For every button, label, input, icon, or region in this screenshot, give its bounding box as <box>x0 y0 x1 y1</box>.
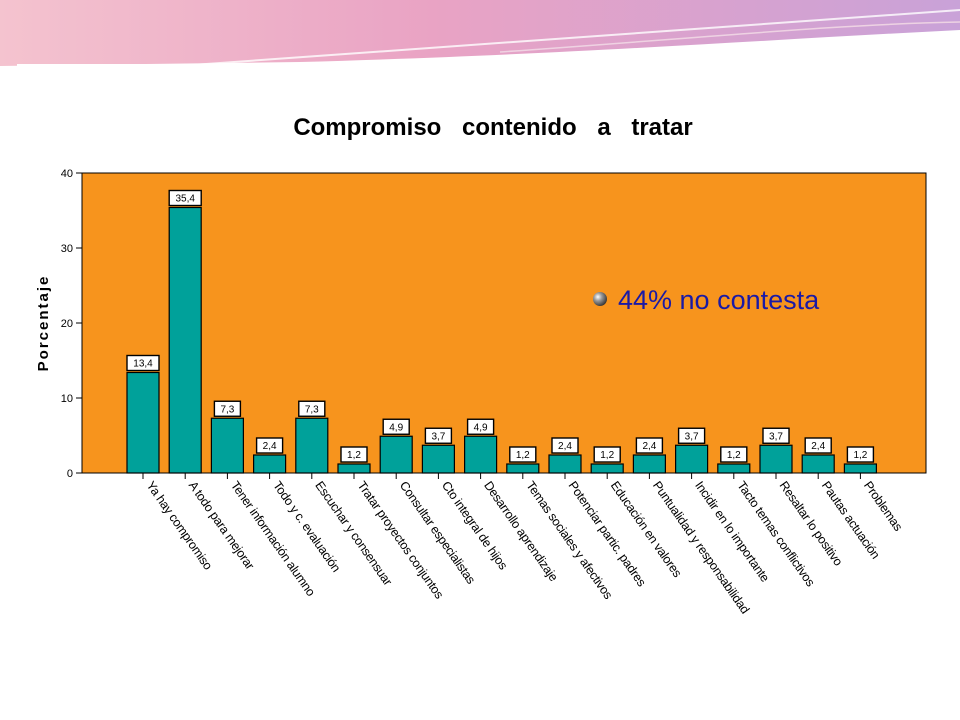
data-label-box <box>168 189 202 207</box>
x-tick-label: Tener información alumno <box>228 479 318 599</box>
callout-text: 44% no contesta <box>618 285 820 315</box>
data-label: 3,7 <box>431 431 445 442</box>
data-label: 3,7 <box>769 431 783 442</box>
y-axis: 0 10 20 30 40 <box>61 168 83 480</box>
data-label-box <box>677 427 706 444</box>
header-swoosh-line <box>499 21 960 53</box>
x-tick-label: Temas sociales y afectivos <box>523 479 615 602</box>
bar <box>717 463 751 474</box>
data-label-box <box>720 446 748 463</box>
data-label: 1,2 <box>853 450 867 461</box>
data-label-box <box>424 427 453 444</box>
data-label-box <box>255 437 284 454</box>
x-tick-label: Consultar especialistas <box>397 479 478 587</box>
header-swoosh <box>0 0 960 66</box>
data-label: 4,9 <box>389 422 403 433</box>
bar <box>421 444 455 474</box>
plot-area <box>81 172 927 474</box>
data-label-box <box>846 446 875 463</box>
data-label: 2,4 <box>642 441 656 452</box>
y-tick-label: 10 <box>61 393 73 405</box>
bar <box>210 417 244 474</box>
x-tick-label: Escuchar y consensuar <box>312 479 394 588</box>
data-label: 7,3 <box>220 404 234 415</box>
data-label: 7,3 <box>305 404 319 415</box>
bar <box>379 435 413 474</box>
bar <box>253 454 287 474</box>
bar <box>801 454 835 474</box>
data-label: 1,2 <box>347 450 361 461</box>
data-label-box <box>593 446 621 463</box>
bar <box>337 463 371 474</box>
data-label: 4,9 <box>474 422 488 433</box>
chart-title: Compromiso contenido a tratar <box>293 114 692 141</box>
data-label: 2,4 <box>558 441 572 452</box>
data-label: 2,4 <box>811 441 825 452</box>
data-label-box <box>466 418 495 435</box>
data-label-box <box>509 446 537 463</box>
data-label: 2,4 <box>263 441 277 452</box>
bar <box>674 444 709 474</box>
y-tick-label: 0 <box>67 468 73 480</box>
bars: 13,4 35,4 7,3 2,4 7,3 1,2 4,9 3,7 4,9 1,2 2,4 1,2 2,… <box>126 189 878 474</box>
data-label-box <box>382 418 410 435</box>
x-tick-label: Problemas <box>861 479 905 534</box>
data-label-box <box>298 400 326 417</box>
data-label-box <box>635 437 664 454</box>
x-tick-label: Desarrollo aprendizaje <box>481 479 561 584</box>
data-label-box <box>126 354 160 372</box>
bar <box>126 371 160 474</box>
data-label: 1,2 <box>600 450 614 461</box>
data-label-box <box>551 437 579 454</box>
bar <box>295 417 329 474</box>
data-label: 1,2 <box>516 450 530 461</box>
bar <box>843 463 878 474</box>
data-label: 3,7 <box>685 431 699 442</box>
x-tick-label: Tacto temas conflictivos <box>734 479 817 589</box>
bar <box>548 454 582 474</box>
y-tick-label: 20 <box>61 318 73 330</box>
y-tick-label: 40 <box>61 168 73 180</box>
bar <box>506 463 540 474</box>
data-label-box <box>213 400 242 417</box>
x-tick-label: Potenciar partic. padres <box>566 479 649 589</box>
data-label: 35,4 <box>175 194 195 205</box>
y-axis-title: Porcentaje <box>35 275 52 372</box>
x-tick-label: Tratar proyectos conjuntos <box>355 479 447 602</box>
callout: 44% no contesta <box>593 285 820 315</box>
x-tick-label: Incidir en lo importante <box>692 479 772 585</box>
bar <box>759 444 793 474</box>
data-label: 1,2 <box>727 450 741 461</box>
bar <box>168 206 202 474</box>
bar <box>590 463 624 474</box>
data-label-box <box>762 427 790 444</box>
bullet-icon <box>593 292 607 306</box>
bar <box>632 454 667 474</box>
bar <box>464 435 498 474</box>
data-label-box <box>804 437 832 454</box>
y-tick-label: 30 <box>61 243 73 255</box>
data-label-box <box>340 446 368 463</box>
data-label: 13,4 <box>133 359 153 370</box>
